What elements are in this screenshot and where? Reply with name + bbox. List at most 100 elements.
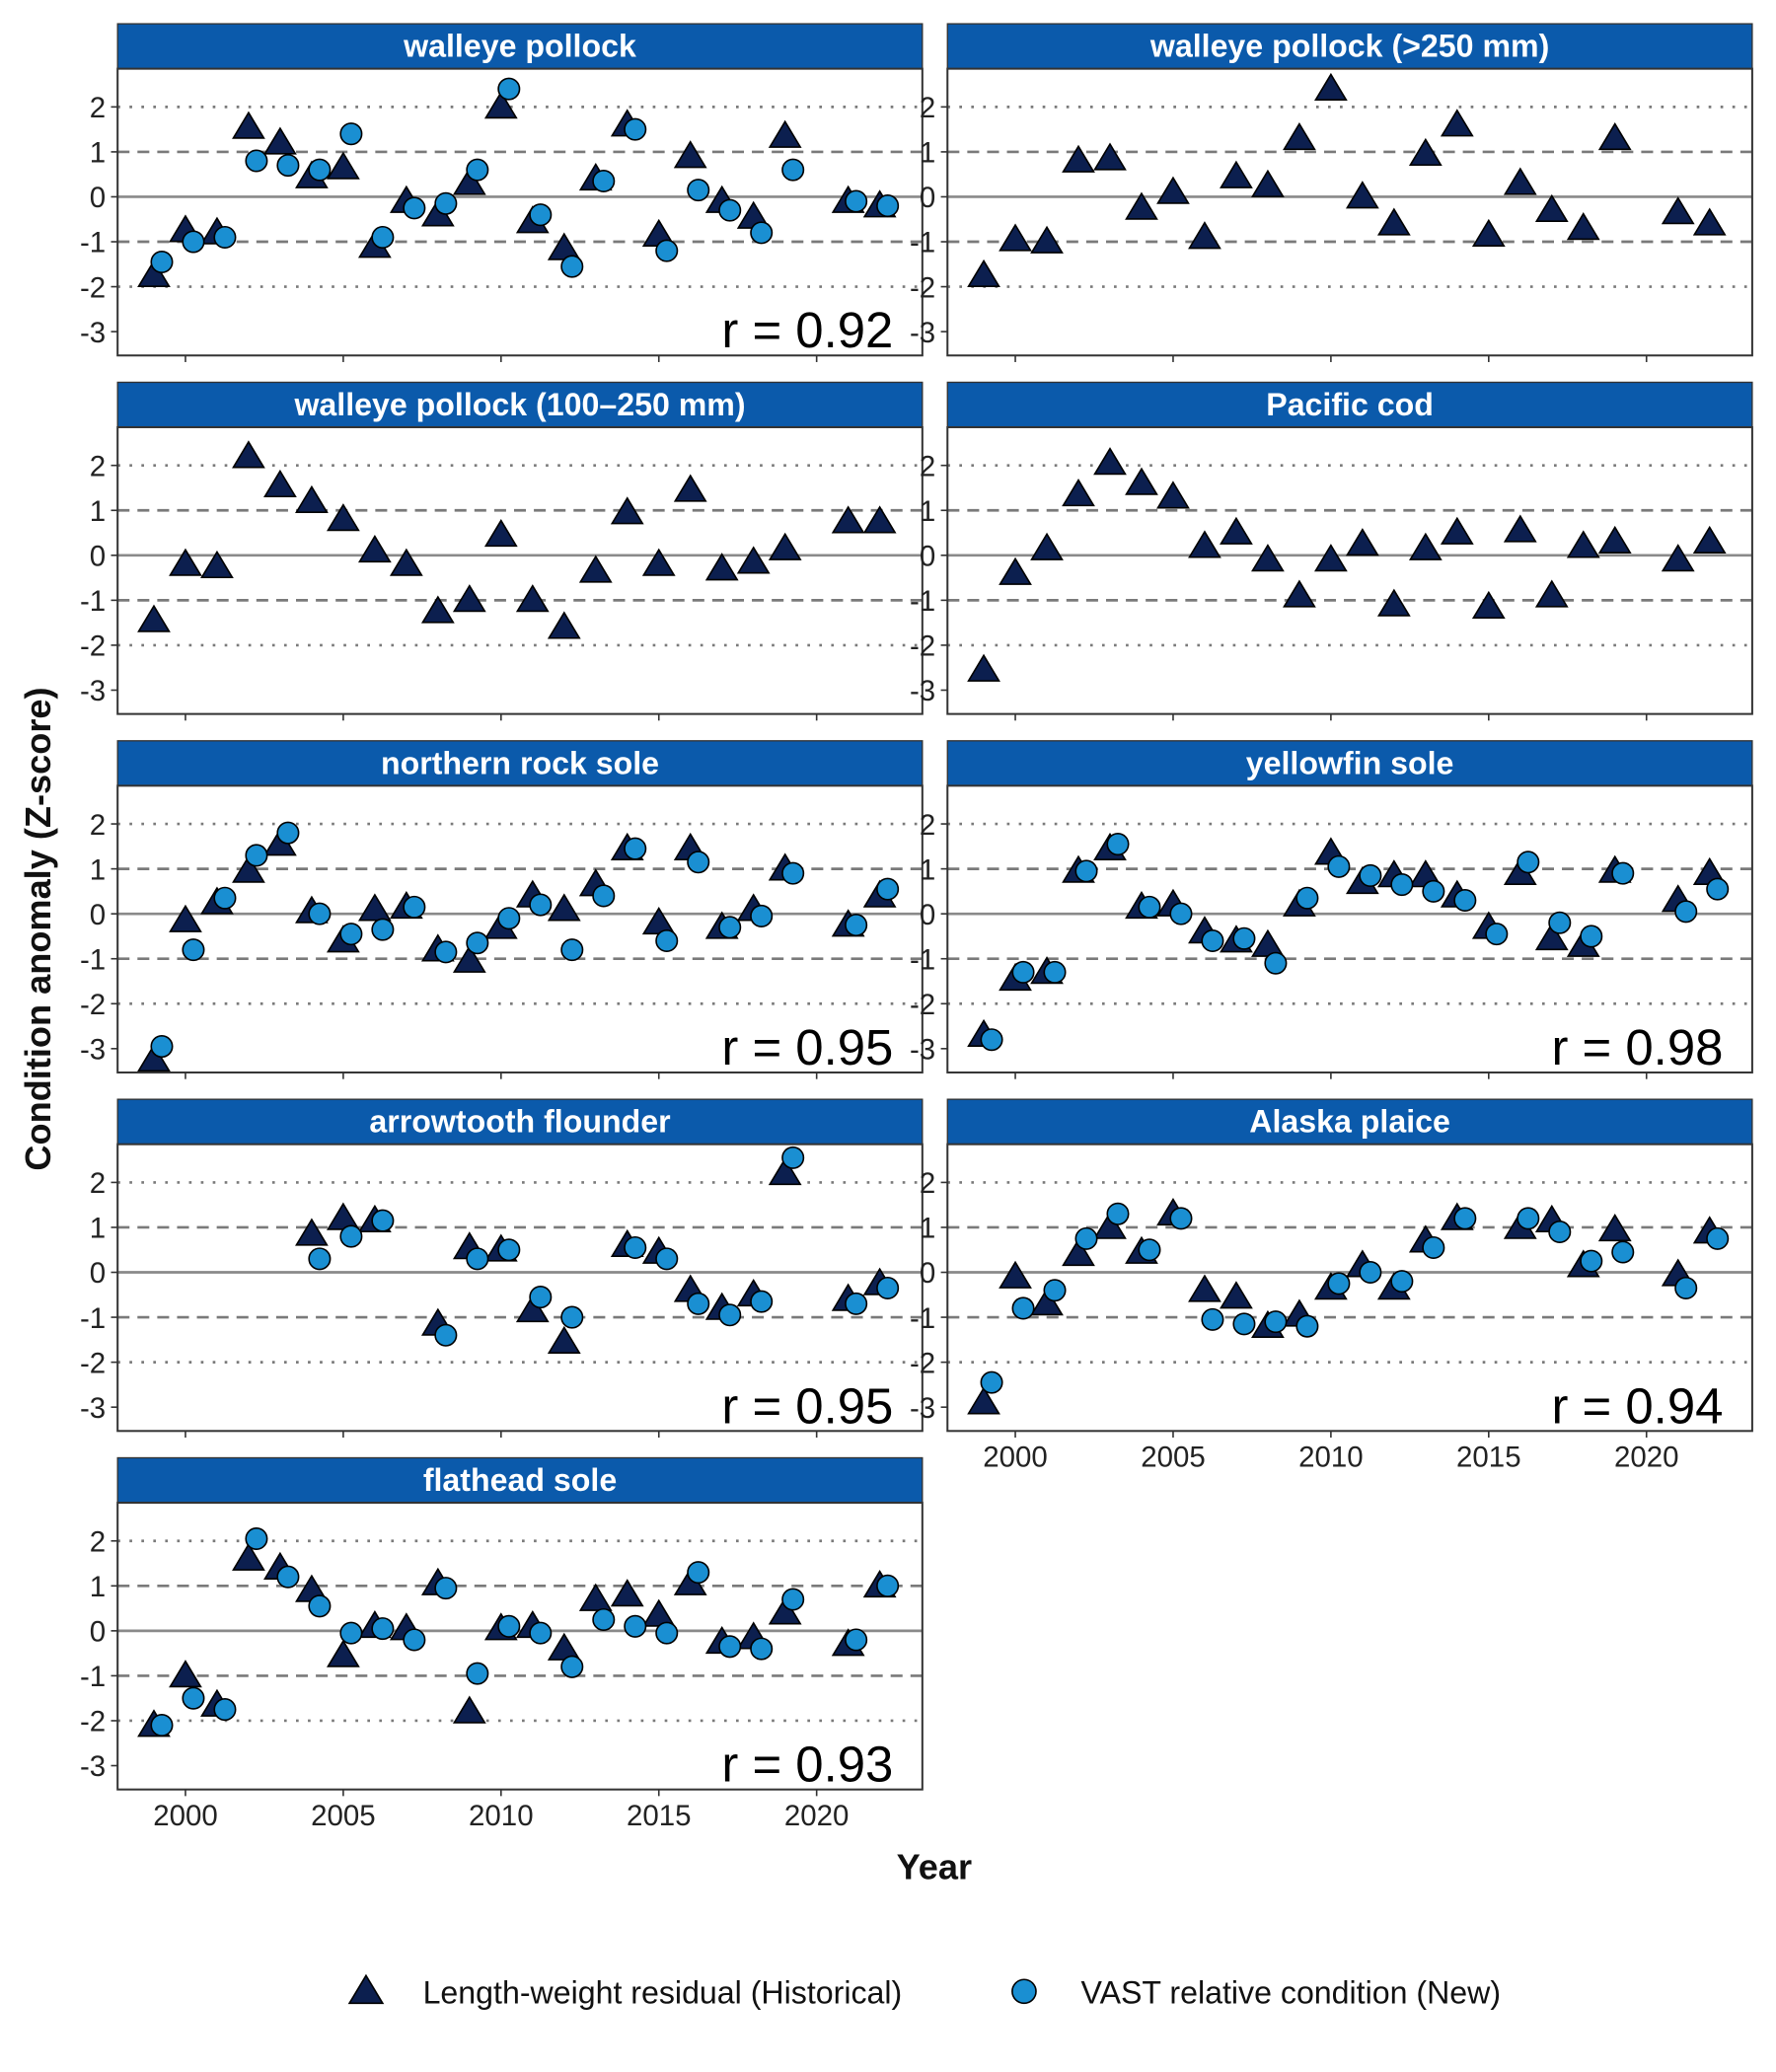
panel-border: [946, 784, 1753, 1073]
triangle-point: [1251, 169, 1285, 197]
circle-point: [1074, 1226, 1098, 1250]
circle-point: [403, 1628, 426, 1652]
circle-point: [150, 1714, 174, 1738]
panel-title: arrowtooth flounder: [369, 1104, 671, 1140]
triangle-point: [1125, 467, 1158, 495]
triangle-point: [1125, 191, 1158, 220]
circle-point: [1580, 925, 1603, 948]
circle-point: [529, 1286, 553, 1309]
panel-title: walleye pollock: [403, 29, 636, 64]
circle-point: [1327, 854, 1351, 878]
series: Length-weight residual (Historical): [967, 72, 1727, 288]
circle-point: [339, 923, 363, 946]
y-tick-label: 1: [920, 495, 935, 528]
circle-point: [1232, 926, 1256, 950]
circle-point: [497, 1614, 521, 1638]
x-tick-label: 2020: [784, 1800, 850, 1832]
triangle-point: [547, 611, 581, 639]
triangle-point: [1062, 479, 1095, 507]
legend-marker: [347, 1973, 385, 2005]
circle-point: [1169, 902, 1193, 925]
circle-point: [687, 1561, 710, 1585]
circle-point: [1517, 851, 1540, 874]
y-tick-label: 0: [90, 1257, 106, 1290]
circle-point: [245, 1526, 268, 1550]
circle-point: [1706, 1226, 1730, 1250]
triangle-point: [1062, 144, 1095, 173]
series: VAST relative condition (New): [150, 77, 900, 278]
panel-strip: [946, 23, 1753, 70]
y-tick-label: -1: [80, 943, 106, 976]
panel-border: [946, 425, 1753, 715]
triangle-point: [1220, 1281, 1253, 1309]
circle-point: [1422, 1235, 1445, 1259]
triangle-point: [1220, 516, 1253, 545]
triangle-point: [357, 534, 392, 563]
circle-point: [1138, 1238, 1161, 1262]
y-tick-label: 2: [920, 450, 935, 482]
triangle-point: [1692, 525, 1727, 555]
circle-point: [150, 1035, 174, 1059]
triangle-point: [1093, 1211, 1127, 1239]
y-tick-label: -2: [80, 630, 106, 663]
triangle-point: [200, 550, 234, 579]
triangle-point: [547, 1325, 581, 1354]
series: VAST relative condition (New): [150, 821, 900, 1059]
circle-point: [371, 1617, 395, 1641]
x-tick-label: 2005: [311, 1800, 376, 1832]
circle-point: [308, 158, 332, 182]
triangle-point: [263, 126, 297, 155]
triangle-point: [169, 904, 202, 932]
triangle-point: [610, 1579, 644, 1607]
circle-point: [560, 255, 584, 278]
circle-point: [1453, 888, 1477, 913]
circle-point: [718, 198, 742, 222]
triangle-point: [641, 548, 676, 576]
series: VAST relative condition (New): [980, 1202, 1730, 1394]
circle-point: [434, 191, 458, 215]
circle-point: [750, 904, 774, 927]
y-tick-label: -2: [910, 1347, 935, 1379]
y-tick-label: 0: [90, 1616, 106, 1649]
y-tick-label: 1: [920, 853, 935, 886]
triangle-point: [1283, 579, 1316, 608]
circle-point: [1264, 951, 1288, 975]
panel-strip: [946, 1098, 1753, 1146]
y-tick-label: 2: [920, 809, 935, 842]
series: VAST relative condition (New): [150, 1526, 900, 1738]
circle-point: [213, 1698, 237, 1722]
circle-point: [1295, 886, 1319, 910]
circle-point: [371, 1209, 395, 1232]
triangle-point: [1376, 588, 1411, 617]
triangle-point: [1597, 1213, 1632, 1242]
x-tick-label: 2010: [469, 1800, 534, 1832]
triangle-point: [1314, 544, 1348, 572]
triangle-point: [1156, 176, 1190, 204]
triangle-point: [327, 151, 360, 180]
triangle-point: [547, 893, 581, 922]
y-tick-label: 2: [90, 450, 106, 482]
triangle-point: [232, 1542, 265, 1571]
triangle-point: [768, 119, 802, 148]
panel-title: Pacific cod: [1266, 387, 1434, 422]
triangle-point: [295, 1218, 329, 1246]
y-tick-label: -3: [910, 675, 935, 707]
triangle-point: [673, 474, 707, 502]
triangle-point: [1661, 544, 1695, 572]
triangle-point: [1661, 196, 1695, 225]
y-tick-label: 1: [90, 853, 106, 886]
circle-point: [497, 907, 521, 930]
circle-point: [1548, 911, 1572, 934]
circle-point: [1674, 1276, 1698, 1299]
panel-title: walleye pollock (100–250 mm): [293, 387, 745, 422]
triangle-point: [736, 546, 771, 574]
triangle-point: [389, 548, 423, 576]
circle-point: [466, 158, 489, 182]
y-tick-label: -2: [80, 271, 106, 304]
circle-point: [1169, 1207, 1193, 1230]
correlation-label: r = 0.93: [721, 1737, 893, 1793]
x-axis-title: Year: [897, 1846, 972, 1887]
series: Length-weight residual (Historical): [137, 1542, 897, 1738]
